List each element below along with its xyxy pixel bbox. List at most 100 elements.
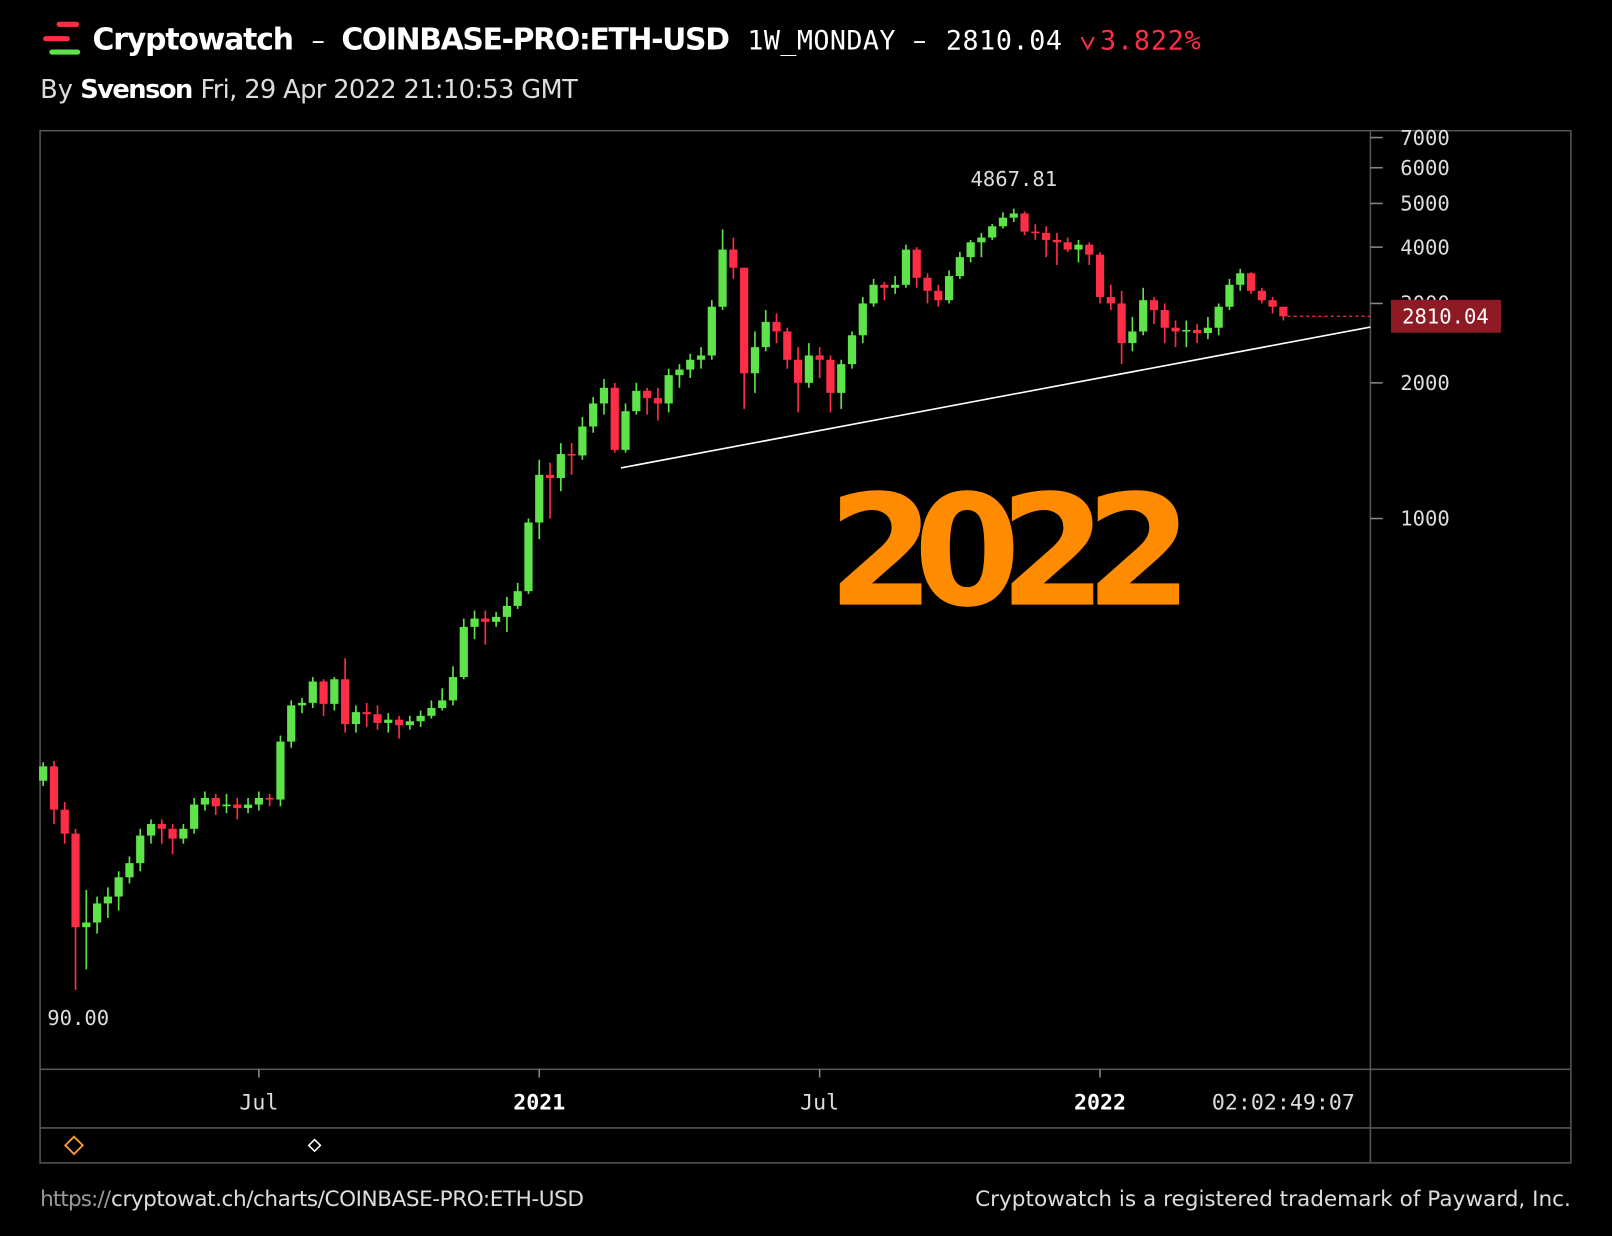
candle-body [351, 712, 361, 725]
candle-body [804, 355, 813, 383]
candle-body [211, 797, 220, 807]
candle-body [39, 766, 48, 781]
candle-body [49, 766, 59, 810]
timestamp: Fri, 29 Apr 2022 21:10:53 GMT [200, 75, 578, 105]
candle-body [1042, 232, 1051, 240]
candle-body [837, 364, 846, 393]
candle-body [556, 454, 565, 478]
candle-body [502, 605, 512, 617]
candle-body [1117, 303, 1126, 344]
candle-body [750, 347, 760, 374]
y-tick-label: 5000 [1400, 192, 1449, 216]
candle-body [114, 877, 123, 897]
candle-body [1031, 231, 1040, 234]
candle-body [297, 702, 307, 706]
y-tick-label: 2000 [1400, 371, 1449, 395]
x-tick-label: 2021 [513, 1090, 565, 1115]
candle-body [1236, 273, 1245, 285]
candle-body [535, 474, 544, 523]
candle-body [233, 804, 242, 808]
candle-body [545, 474, 555, 478]
candle-body [675, 369, 684, 376]
candle-body [729, 249, 738, 268]
down-arrow [1080, 36, 1095, 51]
price-tag-label: 2810.04 [1402, 304, 1489, 328]
candle-body [944, 276, 954, 301]
candle-body [632, 390, 641, 412]
url-scheme: https:// [40, 1187, 112, 1212]
y-tick-label: 4000 [1400, 235, 1449, 259]
candle-body [718, 249, 727, 307]
author-prefix: By [40, 75, 73, 105]
url: cryptowat.ch/charts/COINBASE-PRO:ETH-USD [111, 1187, 584, 1212]
author: Svenson [80, 75, 193, 105]
candle-body [492, 616, 501, 622]
candle-body [222, 804, 231, 807]
y-tick-label: 1000 [1400, 507, 1449, 531]
candle-body [664, 375, 673, 404]
candle-body [341, 679, 350, 725]
candle-body [589, 403, 598, 427]
trend-line [620, 326, 1371, 469]
candle-body [330, 679, 339, 704]
candle-body [265, 797, 274, 800]
candle-body [1192, 329, 1202, 333]
candle-body [276, 741, 285, 800]
candle-body [642, 390, 652, 399]
candle-body [955, 257, 964, 277]
candle-body [1095, 254, 1105, 298]
candle-body [912, 249, 921, 278]
chart-frame [39, 129, 1572, 1164]
candle-body [384, 719, 393, 723]
candle-body [254, 797, 263, 805]
candle-body [1182, 329, 1191, 332]
candle-body [470, 618, 479, 627]
event-marker[interactable] [307, 1138, 322, 1153]
candle-body [1149, 300, 1159, 311]
candle-body [826, 359, 835, 393]
candle-body [60, 809, 69, 834]
candle-body [1139, 300, 1148, 332]
candle-body [1128, 331, 1137, 344]
candle-body [783, 331, 792, 360]
candle-body [1009, 213, 1018, 218]
candle-body [567, 454, 576, 456]
candle-body [1160, 310, 1169, 328]
candle-body [1171, 327, 1180, 332]
candle-body [1074, 244, 1083, 250]
candle-body [481, 618, 490, 622]
candle-body [923, 277, 932, 291]
candle-body [1214, 306, 1223, 328]
candle-body [92, 903, 102, 923]
y-tick-label: 6000 [1400, 156, 1449, 180]
event-marker[interactable] [63, 1135, 85, 1156]
candle-body [1225, 284, 1234, 307]
separator: – [913, 25, 926, 56]
candle-body [880, 284, 889, 288]
x-tick-label: 2022 [1074, 1090, 1126, 1115]
candle-body [1106, 297, 1115, 304]
pair: COINBASE-PRO:ETH-USD [341, 22, 730, 57]
min-label: 90.00 [47, 1006, 109, 1030]
candle-body [394, 719, 404, 726]
candle-body [427, 707, 436, 716]
max-label: 4867.81 [970, 167, 1057, 191]
x-tick-label: Jul [800, 1090, 839, 1115]
candle-body [103, 896, 112, 904]
candle-body [901, 249, 911, 285]
candle-body [136, 835, 145, 864]
candle-body [934, 290, 943, 301]
candle-body [966, 242, 975, 258]
candle-body [319, 681, 328, 704]
separator: – [312, 25, 325, 56]
candle-body [82, 922, 91, 928]
candle-body [524, 522, 533, 592]
candle-body [988, 226, 997, 238]
countdown: 02:02:49:07 [1212, 1090, 1355, 1115]
candle-body [448, 677, 458, 701]
candle-body [621, 411, 630, 450]
candle-body [1257, 290, 1266, 301]
